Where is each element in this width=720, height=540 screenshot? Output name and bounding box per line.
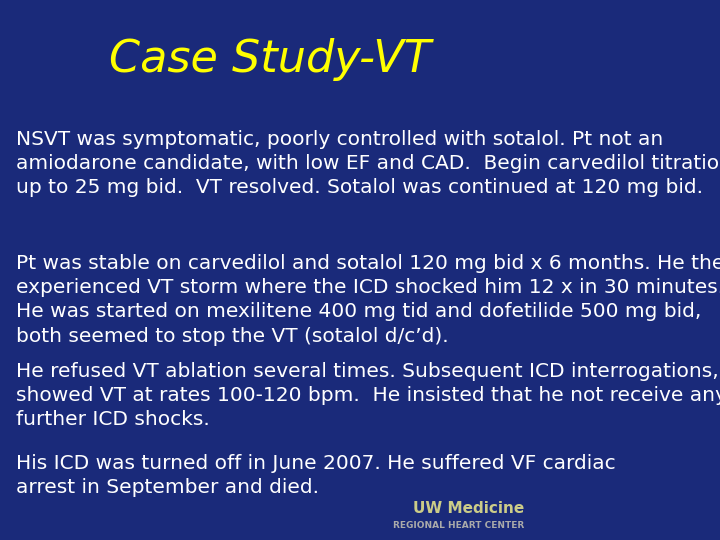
Text: Case Study-VT: Case Study-VT (109, 38, 431, 81)
Text: UW Medicine: UW Medicine (413, 501, 524, 516)
Text: NSVT was symptomatic, poorly controlled with sotalol. Pt not an
amiodarone candi: NSVT was symptomatic, poorly controlled … (17, 130, 720, 197)
Text: Pt was stable on carvedilol and sotalol 120 mg bid x 6 months. He then
experienc: Pt was stable on carvedilol and sotalol … (17, 254, 720, 346)
Text: He refused VT ablation several times. Subsequent ICD interrogations,
showed VT a: He refused VT ablation several times. Su… (17, 362, 720, 429)
Text: His ICD was turned off in June 2007. He suffered VF cardiac
arrest in September : His ICD was turned off in June 2007. He … (17, 454, 616, 497)
Text: REGIONAL HEART CENTER: REGIONAL HEART CENTER (392, 521, 524, 530)
